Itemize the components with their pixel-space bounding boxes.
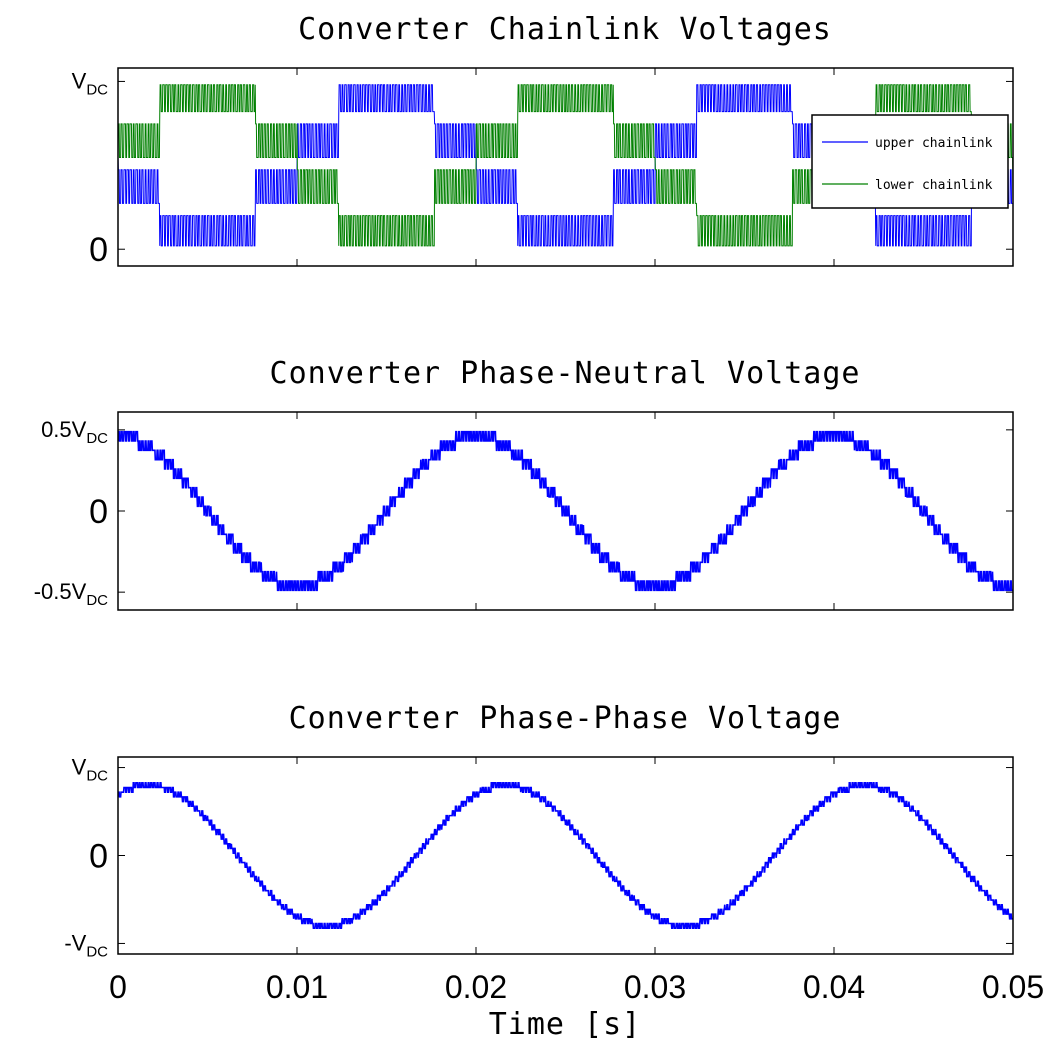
x-tick-label: 0.03 <box>624 969 686 1005</box>
legend-label: upper chainlink <box>875 136 993 151</box>
series-line-1 <box>118 782 1013 929</box>
subplot-chainlink: Converter Chainlink Voltages VDC 0 upper c… <box>72 12 1014 269</box>
x-tick-label: 0.04 <box>803 969 865 1005</box>
axes-box <box>117 67 1014 267</box>
plot-area-2: 0.5VDC 0 -0.5VDC <box>34 411 1014 611</box>
chart-title-2: Converter Phase-Neutral Voltage <box>270 356 861 391</box>
x-axis-label: Time [s] <box>489 1007 642 1041</box>
legend: upper chainlink lower chainlink <box>811 114 1009 209</box>
y-tick-label: 0 <box>89 493 108 531</box>
y-tick-label: -VDC <box>64 930 108 960</box>
axes-box <box>117 756 1014 955</box>
subplot-phase-neutral: Converter Phase-Neutral Voltage 0.5VDC 0 -… <box>34 356 1014 611</box>
y-tick-label: -0.5VDC <box>34 579 108 609</box>
y-tick-label: 0 <box>89 838 108 876</box>
x-tick-label: 0.05 <box>982 969 1044 1005</box>
x-tick-label: 0.02 <box>445 969 507 1005</box>
x-tick-label: 0 <box>109 969 127 1005</box>
plot-area-1: VDC 0 upper chainlink lower chainlink <box>72 67 1014 269</box>
y-tick-label: VDC <box>72 755 109 785</box>
y-tick-label: 0.5VDC <box>41 417 108 447</box>
legend-label: lower chainlink <box>875 178 993 193</box>
chart-title-3: Converter Phase-Phase Voltage <box>289 701 842 736</box>
series-line-1 <box>118 430 1013 592</box>
x-tick-label: 0.01 <box>266 969 328 1005</box>
chart-title-1: Converter Chainlink Voltages <box>298 12 832 47</box>
y-tick-label: 0 <box>89 231 108 269</box>
y-tick-label: VDC <box>72 68 109 98</box>
